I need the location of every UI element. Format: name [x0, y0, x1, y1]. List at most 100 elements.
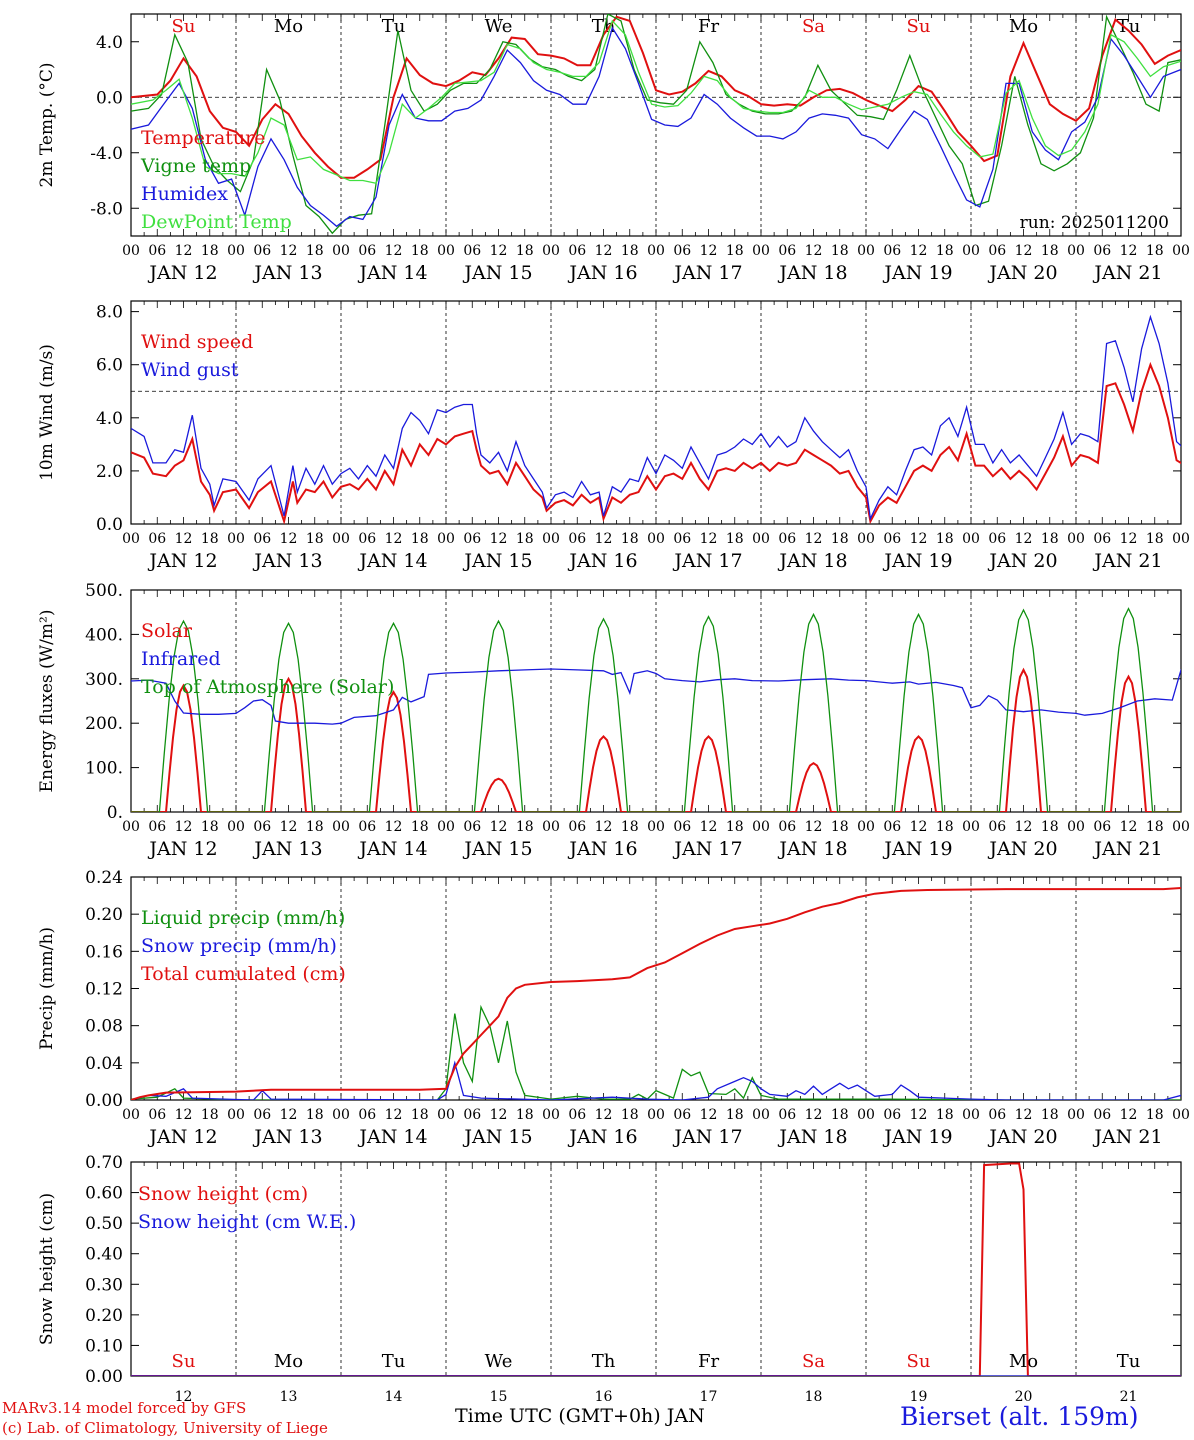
date-label: JAN 15: [462, 262, 532, 284]
hour-tick-label: 12: [280, 243, 298, 259]
hour-tick-label: 00: [1067, 243, 1085, 259]
hour-tick-label: 06: [253, 243, 271, 259]
hour-tick-label: 06: [778, 243, 796, 259]
hour-tick-label: 00: [1172, 819, 1190, 835]
hour-tick-label: 06: [358, 243, 376, 259]
hour-tick-label: 06: [1093, 1107, 1111, 1123]
hour-tick-label: 18: [411, 531, 429, 547]
hour-tick-label: 12: [490, 243, 508, 259]
y-tick-label: 0.20: [85, 1306, 123, 1326]
hour-tick-label: 00: [1067, 1107, 1085, 1123]
hour-tick-label: 12: [700, 531, 718, 547]
y-tick-label: 0.08: [85, 1017, 123, 1037]
hour-tick-label: 00: [332, 1107, 350, 1123]
hour-tick-label: 18: [1041, 243, 1059, 259]
hour-tick-label: 12: [1120, 243, 1138, 259]
legend-snow-precip-mm-h: Snow precip (mm/h): [141, 935, 337, 957]
hour-tick-label: 06: [988, 531, 1006, 547]
hour-tick-label: 06: [883, 531, 901, 547]
y-tick-label: 0.: [107, 803, 123, 823]
hour-tick-label: 06: [463, 819, 481, 835]
hour-tick-label: 06: [358, 819, 376, 835]
date-label: JAN 15: [462, 550, 532, 572]
y-tick-label: 2.0: [96, 462, 123, 482]
y-tick-label: 0.50: [85, 1214, 123, 1234]
date-label: JAN 14: [357, 262, 427, 284]
hour-tick-label: 00: [227, 819, 245, 835]
hour-tick-label: 18: [306, 1107, 324, 1123]
weekday-label: Su: [172, 1351, 196, 1372]
series-line-snow-precip-mm-h: [131, 1060, 1181, 1100]
date-label: JAN 15: [462, 838, 532, 860]
hour-tick-label: 18: [201, 243, 219, 259]
y-tick-label: 0.10: [85, 1336, 123, 1356]
hour-tick-label: 18: [201, 1107, 219, 1123]
y-tick-label: 0.60: [85, 1184, 123, 1204]
day-number-label: 21: [1120, 1389, 1138, 1405]
hour-tick-label: 18: [831, 1107, 849, 1123]
hour-tick-label: 18: [1146, 819, 1164, 835]
series-line-dewpoint-temp: [131, 19, 1181, 185]
model-credit: MARv3.14 model forced by GFS: [2, 1399, 247, 1417]
hour-tick-label: 06: [673, 243, 691, 259]
day-number-label: 16: [595, 1389, 613, 1405]
legend-liquid-precip-mm-h: Liquid precip (mm/h): [141, 907, 345, 929]
hour-tick-label: 00: [332, 531, 350, 547]
y-tick-label: 0.40: [85, 1245, 123, 1265]
weekday-label: Th: [592, 16, 616, 37]
y-tick-label: 0.20: [85, 905, 123, 925]
date-label: JAN 18: [777, 550, 847, 572]
hour-tick-label: 18: [1146, 243, 1164, 259]
weekday-label: Su: [172, 16, 196, 37]
hour-tick-label: 12: [385, 819, 403, 835]
hour-tick-label: 00: [752, 243, 770, 259]
hour-tick-label: 12: [490, 1107, 508, 1123]
date-label: JAN 20: [987, 838, 1057, 860]
date-label: JAN 15: [462, 1126, 532, 1148]
hour-tick-label: 18: [201, 819, 219, 835]
hour-tick-label: 12: [700, 1107, 718, 1123]
date-label: JAN 12: [147, 1126, 217, 1148]
hour-tick-label: 06: [253, 531, 271, 547]
series-line-temperature: [131, 15, 1181, 179]
hour-tick-label: 18: [306, 819, 324, 835]
y-tick-label: 6.0: [96, 356, 123, 376]
date-label: JAN 14: [357, 838, 427, 860]
hour-tick-label: 06: [1093, 243, 1111, 259]
hour-tick-label: 06: [148, 819, 166, 835]
day-number-label: 15: [490, 1389, 508, 1405]
date-label: JAN 18: [777, 262, 847, 284]
hour-tick-label: 00: [857, 1107, 875, 1123]
hour-tick-label: 12: [1015, 1107, 1033, 1123]
hour-tick-label: 12: [280, 819, 298, 835]
hour-tick-label: 12: [910, 1107, 928, 1123]
date-label: JAN 20: [987, 1126, 1057, 1148]
hour-tick-label: 06: [148, 1107, 166, 1123]
hour-tick-label: 06: [568, 1107, 586, 1123]
hour-tick-label: 00: [647, 531, 665, 547]
hour-tick-label: 00: [857, 819, 875, 835]
hour-tick-label: 06: [1093, 819, 1111, 835]
series-line-wind-gust: [131, 314, 1181, 521]
date-label: JAN 16: [567, 550, 637, 572]
hour-tick-label: 18: [411, 819, 429, 835]
hour-tick-label: 12: [910, 819, 928, 835]
hour-tick-label: 06: [883, 243, 901, 259]
hour-tick-label: 12: [385, 243, 403, 259]
hour-tick-label: 12: [700, 819, 718, 835]
hour-tick-label: 06: [1093, 531, 1111, 547]
hour-tick-label: 00: [227, 243, 245, 259]
y-tick-label: 300.: [85, 670, 123, 690]
day-number-label: 17: [700, 1389, 718, 1405]
legend-snow-height-cm-w-e: Snow height (cm W.E.): [138, 1211, 356, 1233]
date-label: JAN 18: [777, 838, 847, 860]
hour-tick-label: 06: [673, 1107, 691, 1123]
hour-tick-label: 12: [700, 243, 718, 259]
hour-tick-label: 18: [1146, 531, 1164, 547]
hour-tick-label: 06: [778, 531, 796, 547]
date-label: JAN 19: [882, 838, 952, 860]
hour-tick-label: 12: [595, 819, 613, 835]
hour-tick-label: 12: [1015, 531, 1033, 547]
day-number-label: 13: [280, 1389, 298, 1405]
hour-tick-label: 06: [463, 531, 481, 547]
